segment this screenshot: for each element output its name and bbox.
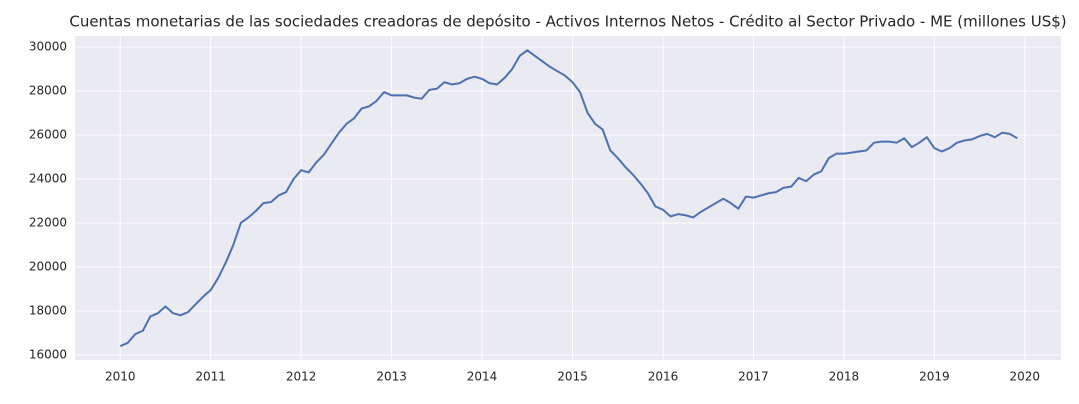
y-tick-label: 22000 (29, 215, 67, 229)
y-tick-label: 20000 (29, 259, 67, 273)
y-tick-label: 26000 (29, 127, 67, 141)
x-tick-label: 2014 (467, 370, 498, 384)
x-tick-label: 2016 (648, 370, 679, 384)
x-tick-label: 2020 (1010, 370, 1041, 384)
y-tick-label: 24000 (29, 171, 67, 185)
x-tick-label: 2015 (557, 370, 588, 384)
y-tick-label: 16000 (29, 347, 67, 361)
y-tick-label: 18000 (29, 303, 67, 317)
line (119, 49, 1018, 348)
x-tick-label: 2017 (738, 370, 769, 384)
x-tick-label: 2013 (376, 370, 407, 384)
x-tick-label: 2018 (829, 370, 860, 384)
x-tick-label: 2019 (919, 370, 950, 384)
plot-area (75, 36, 1061, 360)
chart-title: Cuentas monetarias de las sociedades cre… (69, 13, 1066, 31)
y-tick-label: 30000 (29, 39, 67, 53)
x-tick-label: 2010 (105, 370, 136, 384)
x-tick-label: 2011 (195, 370, 226, 384)
y-tick-label: 28000 (29, 83, 67, 97)
x-tick-label: 2012 (286, 370, 317, 384)
